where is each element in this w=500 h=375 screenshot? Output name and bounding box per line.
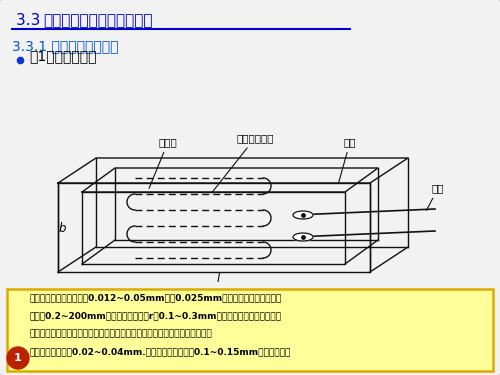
Text: 3.3: 3.3 [16,13,50,28]
Text: 金属丝敏感栅: 金属丝敏感栅 [212,133,274,193]
Text: 引线: 引线 [426,183,444,210]
Text: 电阻应变片种类及工作特性: 电阻应变片种类及工作特性 [43,13,152,28]
Text: 敏感栅的栅丝直径一般为0.012~0.05mm，以0.025mm最常用。栅长依照用途不: 敏感栅的栅丝直径一般为0.012~0.05mm，以0.025mm最常用。栅长依照… [30,293,282,302]
Text: 同可为0.2~200mm。回线的曲率半径r为0.1~0.3mm。基片用以保持敏感栅及引: 同可为0.2~200mm。回线的曲率半径r为0.1~0.3mm。基片用以保持敏感… [30,311,282,320]
Text: 基底: 基底 [338,137,356,182]
Text: （1）金属应变片: （1）金属应变片 [29,49,96,63]
Text: 线的几何形状和相对位置，为使被测件的应变迅速而准确地传递到敏感栅上，: 线的几何形状和相对位置，为使被测件的应变迅速而准确地传递到敏感栅上， [30,329,213,338]
Text: 保护片: 保护片 [149,137,178,188]
Text: 3.3.1 电阻应变片的种类: 3.3.1 电阻应变片的种类 [12,39,118,53]
Text: b: b [58,222,66,234]
Ellipse shape [293,211,313,219]
Ellipse shape [293,233,313,241]
Text: l: l [216,272,220,285]
Circle shape [7,347,29,369]
Text: 1: 1 [14,353,22,363]
Text: 基片很薄，一般为0.02~0.04mm.引线通常使用直径为0.1~0.15mm的镀锡铜线。: 基片很薄，一般为0.02~0.04mm.引线通常使用直径为0.1~0.15mm的… [30,347,291,356]
FancyBboxPatch shape [7,289,493,371]
